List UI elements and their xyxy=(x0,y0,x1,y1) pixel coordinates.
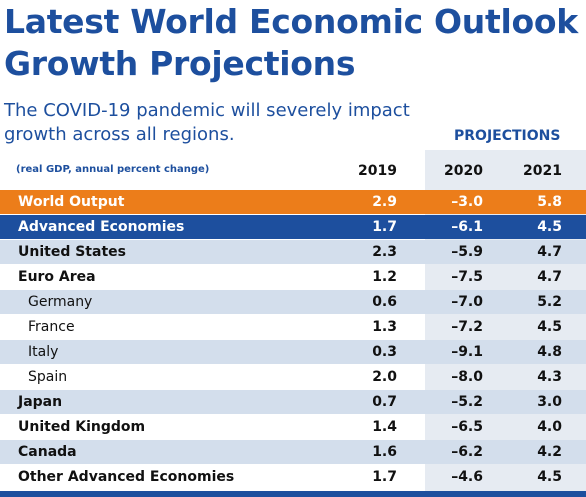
cell-value: –3.0 xyxy=(451,194,483,210)
cell-value: –5.9 xyxy=(451,244,483,260)
cell-value: –7.0 xyxy=(451,294,483,310)
cell-value: –5.2 xyxy=(451,394,483,410)
table-row xyxy=(0,190,586,214)
table-row xyxy=(0,315,586,339)
cell-value: 4.5 xyxy=(537,219,562,235)
cell-value: –8.0 xyxy=(451,369,483,385)
row-label: World Output xyxy=(18,194,125,210)
cell-value: 2.9 xyxy=(372,194,397,210)
cell-value: 1.7 xyxy=(372,219,397,235)
row-label: United States xyxy=(18,244,126,260)
cell-value: 4.7 xyxy=(537,269,562,285)
row-label: United Kingdom xyxy=(18,419,146,435)
table-row xyxy=(0,390,586,414)
projections-label: PROJECTIONS xyxy=(454,128,561,144)
table-row xyxy=(0,290,586,314)
row-label: Italy xyxy=(28,344,59,360)
row-label: Euro Area xyxy=(18,269,96,285)
cell-value: 1.3 xyxy=(372,319,397,335)
units: (real GDP, annual percent change) xyxy=(16,164,210,175)
cell-value: 4.8 xyxy=(537,344,562,360)
cell-value: 5.8 xyxy=(537,194,562,210)
cell-value: –6.5 xyxy=(451,419,483,435)
cell-value: 3.0 xyxy=(537,394,562,410)
cell-value: 4.2 xyxy=(537,444,562,460)
cell-value: 1.7 xyxy=(372,469,397,485)
column-header: 2019 xyxy=(358,163,397,179)
title: Latest World Economic Outlook xyxy=(4,2,578,41)
row-label: Canada xyxy=(18,444,77,460)
cell-value: –7.5 xyxy=(451,269,483,285)
cell-value: 0.3 xyxy=(372,344,397,360)
cell-value: –4.6 xyxy=(451,469,483,485)
cell-value: –6.2 xyxy=(451,444,483,460)
cell-value: 1.4 xyxy=(372,419,397,435)
cell-value: 1.2 xyxy=(372,269,397,285)
row-label: Advanced Economies xyxy=(18,219,185,235)
table-row xyxy=(0,365,586,389)
cell-value: 2.0 xyxy=(372,369,397,385)
cell-value: 4.3 xyxy=(537,369,562,385)
row-label: Germany xyxy=(28,294,93,310)
table-row xyxy=(0,215,586,239)
table-row xyxy=(0,340,586,364)
cut-row xyxy=(0,491,586,497)
row-label: Other Advanced Economies xyxy=(18,469,235,485)
cell-value: 4.0 xyxy=(537,419,562,435)
cell-value: 0.6 xyxy=(372,294,397,310)
row-label: Spain xyxy=(28,369,68,385)
cell-value: 1.6 xyxy=(372,444,397,460)
cell-value: 5.2 xyxy=(537,294,562,310)
cell-value: –9.1 xyxy=(451,344,483,360)
table-row xyxy=(0,240,586,264)
row-label: Japan xyxy=(18,394,63,410)
cell-value: –7.2 xyxy=(451,319,483,335)
cell-value: 4.5 xyxy=(537,469,562,485)
row-label: France xyxy=(28,319,75,335)
cell-value: 4.7 xyxy=(537,244,562,260)
cell-value: 4.5 xyxy=(537,319,562,335)
subtitle: growth across all regions. xyxy=(4,124,235,145)
column-header: 2020 xyxy=(444,163,483,179)
cell-value: –6.1 xyxy=(451,219,483,235)
table-row xyxy=(0,440,586,464)
title: Growth Projections xyxy=(4,44,356,83)
column-header: 2021 xyxy=(523,163,562,179)
cell-value: 2.3 xyxy=(372,244,397,260)
subtitle: The COVID-19 pandemic will severely impa… xyxy=(4,100,410,121)
cell-value: 0.7 xyxy=(372,394,397,410)
